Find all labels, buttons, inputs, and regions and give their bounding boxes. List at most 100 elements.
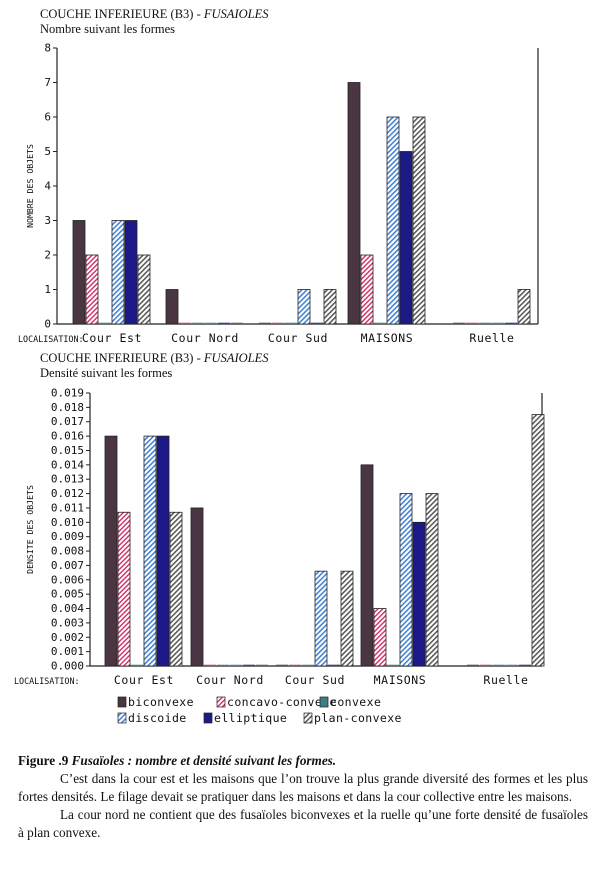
legend-label-concavo-convexe: concavo-convexe [227, 695, 337, 709]
chart2-header: COUCHE INFERIEURE (B3) - FUSAIOLES Densi… [40, 351, 268, 381]
bar-convexe [285, 322, 297, 324]
legend-swatch-biconvexe [117, 696, 127, 708]
caption-paragraph-2: La cour nord ne contient que des fusaïol… [18, 807, 588, 840]
category-label: Cour Sud [268, 331, 328, 345]
legend-label-discoide: discoide [128, 711, 187, 725]
bar-concavo-convexe [373, 608, 387, 667]
bar-discoide [492, 322, 504, 324]
bar-biconvexe [467, 664, 479, 666]
y-tick-label: 0.001 [51, 645, 84, 658]
bar-discoide [111, 220, 125, 325]
bar-elliptique [243, 664, 255, 666]
bar-plan-convexe [323, 289, 337, 325]
bar-elliptique [124, 220, 138, 325]
y-tick-label: 0.014 [51, 458, 84, 471]
legend-label-convexe: convexe [330, 695, 381, 709]
bar-convexe [192, 322, 204, 324]
bar-discoide [314, 570, 328, 667]
chart1-title: COUCHE INFERIEURE (B3) - FUSAIOLES [40, 7, 268, 22]
y-tick-label: 3 [44, 214, 51, 227]
y-tick-label: 0.016 [51, 430, 84, 443]
bar-biconvexe [347, 82, 361, 325]
legend-label-plan-convexe: plan-convexe [314, 711, 402, 725]
bar-plan-convexe [169, 511, 183, 667]
bar-concavo-convexe [480, 664, 492, 666]
figure-title-text: Fusaïoles : nombre et densité suivant le… [71, 753, 337, 768]
bar-concavo-convexe [117, 511, 131, 667]
chart2-title-italic: FUSAIOLES [203, 351, 269, 365]
y-tick-label: 4 [44, 180, 51, 193]
y-tick-label: 0.002 [51, 631, 84, 644]
bar-biconvexe [190, 507, 204, 667]
bar-discoide [230, 664, 242, 666]
chart1-title-italic: FUSAIOLES [203, 7, 269, 21]
bar-elliptique [218, 322, 230, 324]
y-tick-label: 6 [44, 111, 51, 124]
category-label: Cour Est [114, 673, 174, 687]
bar-elliptique [328, 664, 340, 666]
bar-biconvexe [72, 220, 86, 325]
bar-discoide [143, 435, 157, 667]
category-label: Cour Nord [196, 673, 264, 687]
bar-plan-convexe [425, 493, 439, 667]
y-tick-label: 0.006 [51, 573, 84, 586]
bar-discoide [506, 664, 518, 666]
bar-discoide [297, 289, 311, 325]
legend-swatch-concavo-convexe [216, 696, 226, 708]
legend-swatch-plan-convexe [303, 712, 313, 724]
bar-plan-convexe [412, 116, 426, 325]
bar-convexe [479, 322, 491, 324]
bar-plan-convexe [256, 664, 268, 666]
legend-swatch-convexe [319, 696, 329, 708]
figure-label: Figure .9 [18, 753, 69, 768]
x-axis-label: LOCALISATION: [18, 334, 84, 344]
category-label: Ruelle [483, 673, 528, 687]
bar-convexe [131, 664, 143, 666]
caption-paragraph-1: C’est dans la cour est et les maisons qu… [18, 771, 588, 804]
bar-elliptique [156, 435, 170, 667]
y-tick-label: 0.000 [51, 660, 84, 673]
bar-plan-convexe [137, 254, 151, 325]
y-tick-label: 0.013 [51, 473, 84, 486]
chart1-title-text: COUCHE INFERIEURE (B3) - [40, 7, 204, 21]
category-label: MAISONS [374, 673, 427, 687]
y-tick-label: 8 [44, 42, 51, 55]
y-tick-label: 0 [44, 318, 51, 331]
bar-elliptique [505, 322, 517, 324]
bar-biconvexe [276, 664, 288, 666]
bar-convexe [302, 664, 314, 666]
bar-concavo-convexe [466, 322, 478, 324]
y-tick-label: 1 [44, 283, 51, 296]
y-tick-label: 0.009 [51, 530, 84, 543]
category-label: Cour Nord [171, 331, 239, 345]
bar-concavo-convexe [179, 322, 191, 324]
category-label: Cour Sud [285, 673, 345, 687]
bar-discoide [205, 322, 217, 324]
y-tick-label: 5 [44, 145, 51, 158]
legend-label-biconvexe: biconvexe [128, 695, 194, 709]
bar-plan-convexe [531, 414, 545, 667]
bar-biconvexe [259, 322, 271, 324]
y-tick-label: 0.004 [51, 602, 84, 615]
y-tick-label: 0.015 [51, 444, 84, 457]
bar-convexe [217, 664, 229, 666]
y-tick-label: 0.008 [51, 545, 84, 558]
y-tick-label: 0.010 [51, 516, 84, 529]
chart1-header: COUCHE INFERIEURE (B3) - FUSAIOLES Nombr… [40, 7, 268, 37]
bar-concavo-convexe [204, 664, 216, 666]
chart2-title: COUCHE INFERIEURE (B3) - FUSAIOLES [40, 351, 268, 366]
y-tick-label: 2 [44, 249, 51, 262]
bar-convexe [374, 322, 386, 324]
y-tick-label: 0.003 [51, 616, 84, 629]
bar-discoide [399, 493, 413, 667]
bar-plan-convexe [517, 289, 531, 325]
category-label: Ruelle [469, 331, 514, 345]
bar-plan-convexe [231, 322, 243, 324]
bar-concavo-convexe [289, 664, 301, 666]
bar-biconvexe [104, 435, 118, 667]
x-axis-label: LOCALISATION: [14, 676, 80, 686]
chart2-title-text: COUCHE INFERIEURE (B3) - [40, 351, 204, 365]
bar-concavo-convexe [272, 322, 284, 324]
